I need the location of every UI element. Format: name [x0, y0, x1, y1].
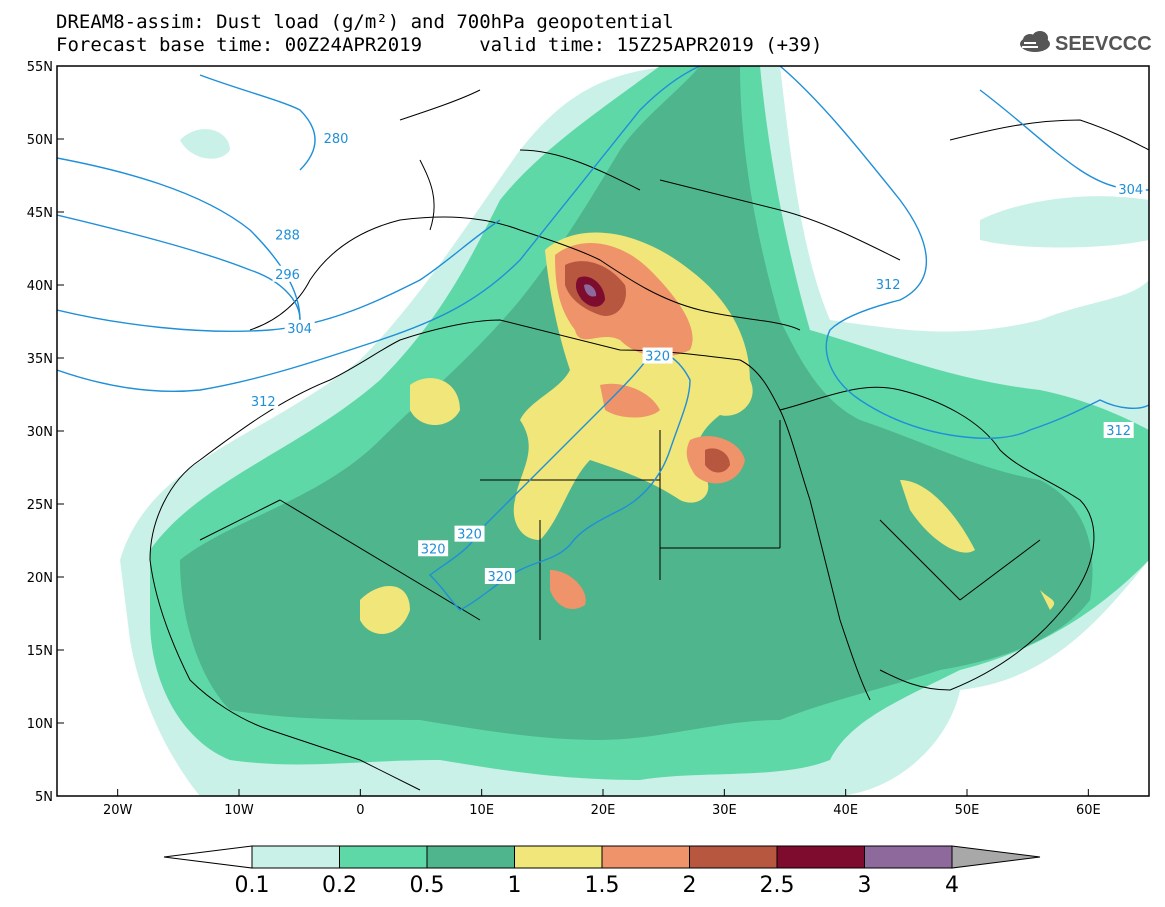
colorbar-box — [514, 845, 603, 869]
contour-label-bg — [873, 276, 904, 292]
latitude-axis: 55N 50N 45N 40N 35N 30N 25N 20N 15N 10N 5N — [27, 60, 64, 805]
lat-tick-label: 40N — [27, 279, 53, 294]
contour-label: 320 — [457, 528, 482, 543]
colorbar-level-label: 0.1 — [235, 873, 270, 898]
dust-region-1-b — [360, 378, 1055, 634]
lon-tick-label: 40E — [833, 803, 858, 818]
colorbar-box — [339, 845, 428, 869]
lon-tick-label: 30E — [712, 803, 737, 818]
seevccc-logo: SEEVCCC — [1020, 31, 1152, 55]
contour-label: 288 — [275, 228, 300, 243]
contour-label-bg — [272, 226, 303, 243]
lon-tick-label: 0 — [356, 803, 364, 818]
lat-tick-label: 15N — [27, 644, 53, 659]
lat-tick-label: 25N — [27, 498, 53, 513]
colorbar-box — [251, 845, 340, 869]
contour-label-bg — [321, 130, 352, 146]
contour-label-bg — [284, 319, 315, 336]
forecast-times: Forecast base time: 00Z24APR2019 valid t… — [56, 34, 823, 56]
contour-label: 312 — [1106, 424, 1131, 439]
contour-label-bg — [484, 568, 515, 584]
lat-tick-label: 10N — [27, 717, 53, 732]
contour-label-bg — [642, 347, 673, 364]
colorbar-box — [689, 845, 778, 869]
colorbar-level-label: 3 — [858, 873, 872, 898]
colorbar-box — [776, 845, 865, 869]
colorbar-level-label: 0.2 — [322, 873, 357, 898]
lon-tick-label: 50E — [955, 803, 980, 818]
colorbar-level-label: 2 — [683, 873, 697, 898]
lon-tick-label: 10W — [224, 803, 254, 818]
dust-region-0-1-small — [180, 129, 1149, 248]
colorbar-level-label: 1.5 — [585, 873, 620, 898]
colorbar-box — [426, 845, 515, 869]
map-title: DREAM8-assim: Dust load (g/m²) and 700hP… — [56, 11, 674, 33]
lat-tick-label: 55N — [27, 60, 53, 75]
contour-label: 320 — [421, 542, 446, 557]
geopotential-contours — [57, 66, 1149, 611]
contour-label-bg — [272, 265, 303, 282]
lat-tick-label: 20N — [27, 571, 53, 586]
coastlines — [149, 89, 1149, 791]
lat-tick-label: 5N — [35, 790, 53, 805]
contour-label-bg — [248, 392, 279, 409]
colorbar-level-label: 1 — [508, 873, 522, 898]
contour-label: 320 — [487, 570, 512, 585]
cloud-icon — [1020, 31, 1050, 52]
lat-tick-label: 35N — [27, 352, 53, 367]
map-area: 280 288 296 304 312 320 320 320 320 312 312 304 — [57, 66, 1149, 796]
contour-label: 296 — [275, 268, 300, 283]
contour-label: 312 — [876, 278, 901, 293]
contour-label: 304 — [287, 322, 312, 337]
lon-tick-label: 60E — [1076, 803, 1101, 818]
colorbar-over-arrow — [951, 845, 1041, 869]
contour-label-bg — [1103, 422, 1134, 438]
dust-region-3 — [584, 284, 597, 297]
lon-tick-label: 20E — [591, 803, 616, 818]
lat-tick-label: 45N — [27, 206, 53, 221]
dust-region-1-5 — [550, 243, 745, 610]
lon-tick-label: 10E — [469, 803, 494, 818]
dust-region-2 — [565, 261, 730, 473]
colorbar-under-arrow — [163, 845, 253, 869]
colorbar-box — [601, 845, 690, 869]
colorbar-box — [864, 845, 953, 869]
colorbar-level-label: 4 — [945, 873, 959, 898]
lat-tick-label: 30N — [27, 425, 53, 440]
contour-label: 304 — [1118, 183, 1143, 198]
contour-label: 312 — [251, 395, 276, 410]
contour-label-bg — [454, 525, 485, 542]
longitude-axis: 20W 10W 0 10E 20E 30E 40E 50E 60E — [103, 789, 1101, 818]
logo-text: SEEVCCC — [1055, 33, 1152, 55]
lat-tick-label: 50N — [27, 133, 53, 148]
contour-labels: 280 288 296 304 312 320 320 320 320 312 312 304 — [248, 130, 1146, 585]
contour-label: 320 — [645, 350, 670, 365]
colorbar-level-label: 2.5 — [760, 873, 795, 898]
contour-label: 280 — [324, 132, 349, 147]
contour-label-bg — [1115, 181, 1146, 198]
colorbar-level-label: 0.5 — [410, 873, 445, 898]
contour-label-bg — [418, 540, 449, 557]
lon-tick-label: 20W — [103, 803, 133, 818]
